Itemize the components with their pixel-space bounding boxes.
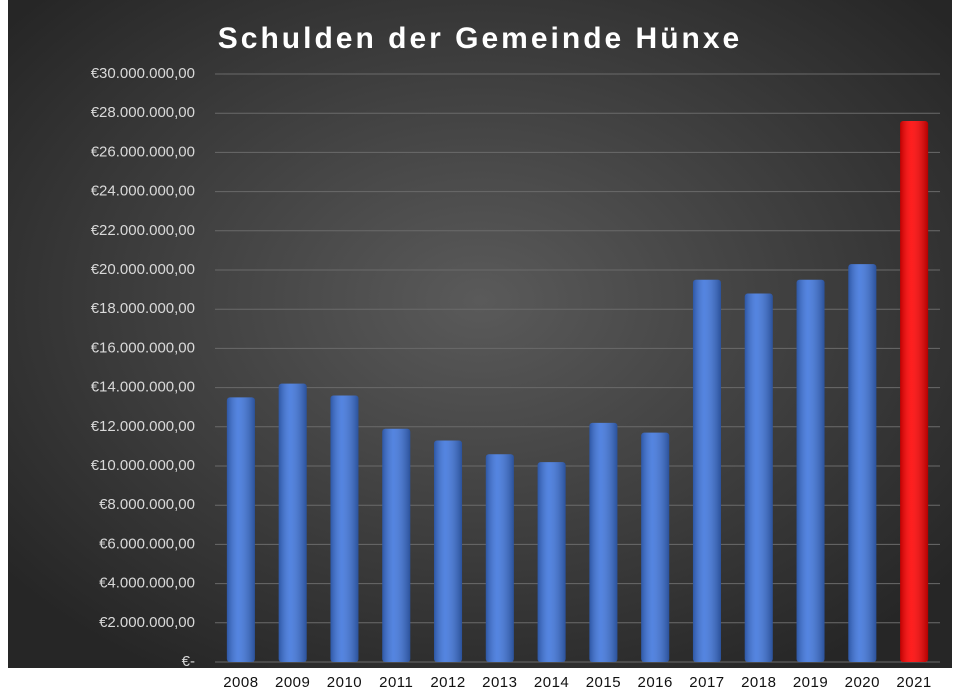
x-tick-label: 2012: [430, 674, 465, 691]
bar: [278, 383, 307, 662]
y-tick-label: €16.000.000,00: [91, 339, 195, 356]
bar: [330, 395, 359, 662]
x-tick-label: 2013: [482, 674, 517, 691]
x-tick-label: 2010: [327, 674, 362, 691]
x-tick-label: 2018: [741, 674, 776, 691]
y-tick-label: €24.000.000,00: [91, 183, 195, 200]
chart-background: [8, 0, 952, 668]
x-tick-label: 2014: [534, 674, 569, 691]
x-tick-label: 2015: [586, 674, 621, 691]
y-tick-label: €6.000.000,00: [99, 535, 195, 552]
bar: [744, 293, 773, 662]
bar: [434, 440, 463, 662]
x-tick-label: 2021: [896, 674, 931, 691]
x-tick-label: 2008: [223, 674, 258, 691]
y-tick-label: €14.000.000,00: [91, 379, 195, 396]
bar: [900, 121, 929, 663]
bar: [226, 397, 255, 662]
y-tick-label: €30.000.000,00: [91, 65, 195, 82]
bar: [692, 279, 721, 662]
x-tick-label: 2011: [379, 674, 413, 691]
x-tick-label: 2016: [637, 674, 672, 691]
x-tick-label: 2017: [689, 674, 724, 691]
bar: [589, 422, 618, 662]
y-tick-label: €12.000.000,00: [91, 418, 195, 435]
bar: [641, 432, 670, 662]
x-tick-label: 2020: [845, 674, 880, 691]
bar: [537, 462, 566, 662]
y-tick-label: €26.000.000,00: [91, 143, 195, 160]
y-tick-label: €18.000.000,00: [91, 300, 195, 317]
bar: [485, 454, 514, 662]
y-tick-label: €22.000.000,00: [91, 222, 195, 239]
y-tick-label: €20.000.000,00: [91, 261, 195, 278]
y-tick-label: €28.000.000,00: [91, 104, 195, 121]
y-tick-label: €2.000.000,00: [99, 614, 195, 631]
bar: [848, 264, 877, 662]
y-tick-label: €4.000.000,00: [99, 575, 195, 592]
bar: [382, 428, 411, 662]
x-tick-label: 2009: [275, 674, 310, 691]
x-tick-label: 2019: [793, 674, 828, 691]
y-tick-label: €8.000.000,00: [99, 496, 195, 513]
chart-title: Schulden der Gemeinde Hünxe: [218, 22, 742, 55]
y-tick-label: €10.000.000,00: [91, 457, 195, 474]
bar: [796, 279, 825, 662]
y-tick-label: €-: [182, 653, 195, 670]
